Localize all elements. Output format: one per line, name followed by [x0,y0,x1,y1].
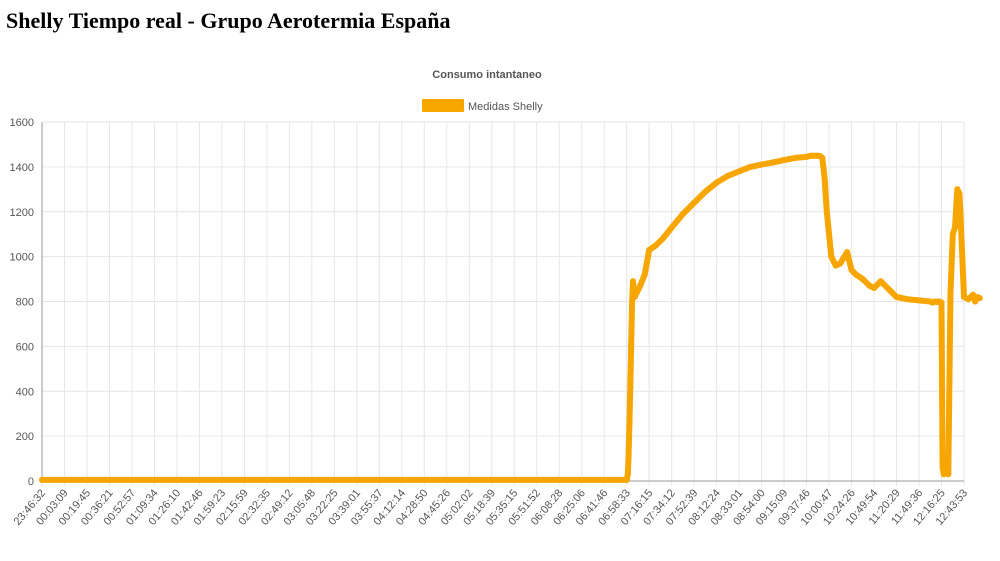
data-point [724,172,731,179]
y-tick-label: 600 [16,341,34,353]
data-point [947,289,954,296]
data-point [808,152,815,159]
y-tick-label: 200 [16,431,34,443]
data-point [972,298,979,305]
data-point [848,267,855,274]
data-point [747,163,754,170]
data-point [623,476,630,483]
data-point [952,224,958,231]
data-point [803,153,810,160]
data-point [877,278,884,285]
data-point [945,471,952,478]
data-point [904,296,911,303]
y-tick-label: 1600 [10,117,34,129]
data-point [828,253,835,260]
data-point [958,242,965,249]
data-point [859,276,866,283]
data-point [736,168,743,175]
data-point [823,208,830,215]
y-tick-label: 800 [16,297,34,309]
y-tick-label: 0 [28,476,34,488]
data-point [630,278,636,285]
data-point [893,294,900,300]
data-point [713,179,720,186]
legend-swatch [422,99,464,112]
data-point [641,271,648,278]
y-axis: 0 200 400 600 800 1000 1200 1400 1600 [10,117,43,488]
data-point [652,242,659,249]
data-point [624,471,631,478]
data-point [943,466,949,473]
data-point [792,154,799,161]
data-point [938,299,945,306]
data-point [625,455,632,462]
data-point [631,294,638,300]
data-point [637,282,644,289]
data-point [633,289,640,296]
data-point [954,186,961,193]
data-point [916,297,922,304]
data-point [691,199,698,206]
data-point [844,249,851,256]
data-point [668,224,675,231]
chart-title: Consumo intantaneo [432,69,542,81]
page-title: Shelly Tiempo real - Grupo Aerotermia Es… [6,8,451,33]
y-tick-label: 400 [16,386,34,398]
data-point [965,296,972,303]
data-point [821,175,828,182]
y-tick-label: 1400 [10,162,34,174]
data-point [853,271,860,278]
data-point [819,154,826,161]
data-point [961,294,967,300]
data-point [702,188,709,195]
data-point [628,341,635,348]
data-point [39,476,45,483]
data-point [769,159,776,166]
data-point [758,161,765,168]
series-line [39,152,983,483]
data-point [781,157,788,164]
data-point [679,211,686,217]
legend-label: Medidas Shelly [468,101,543,113]
data-point [629,298,636,305]
data-point [871,285,877,291]
data-point [626,421,633,428]
data-point [832,262,839,269]
y-tick-label: 1000 [10,252,34,264]
legend[interactable]: Medidas Shelly [422,99,543,113]
series-layer [39,152,983,483]
data-point [837,260,844,267]
data-point [659,235,666,242]
data-point [886,287,893,294]
data-point [970,291,976,298]
data-point [956,190,963,197]
data-point [627,383,634,390]
data-point [949,231,956,238]
y-tick-label: 1200 [10,207,34,219]
data-point [646,246,653,253]
data-point [976,295,983,302]
x-axis: 23:46:3200:03:0900:19:4500:36:2100:52:57… [12,480,970,528]
